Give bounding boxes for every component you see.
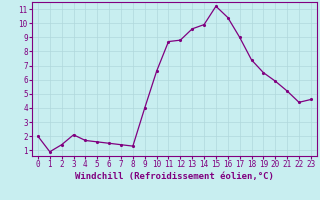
X-axis label: Windchill (Refroidissement éolien,°C): Windchill (Refroidissement éolien,°C) — [75, 172, 274, 181]
